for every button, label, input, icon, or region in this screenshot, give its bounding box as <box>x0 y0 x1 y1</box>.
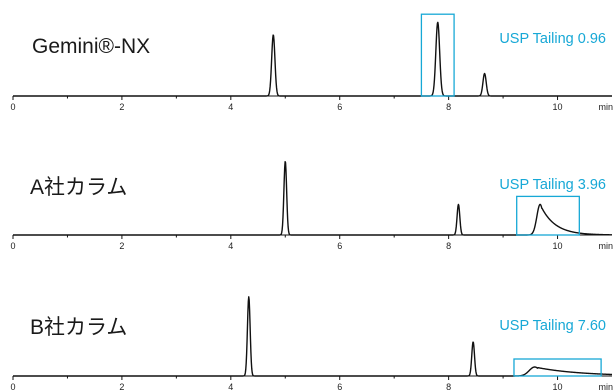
chromatogram-panel-2: A社カラム USP Tailing 3.96 0 2 4 6 8 10 min <box>10 160 613 251</box>
usp-tailing-label: USP Tailing 3.96 <box>499 177 606 193</box>
chromatogram-panel-1: Gemini®-NX USP Tailing 0.96 0 2 4 6 8 10 min <box>10 13 613 112</box>
axis-unit-label: min <box>598 102 613 112</box>
axis-tick-label: 4 <box>228 382 233 392</box>
axis-tick-label: 8 <box>446 382 451 392</box>
axis-tick-label: 2 <box>119 102 124 112</box>
axis-tick-label: 8 <box>446 241 451 251</box>
axis-tick-label: 10 <box>553 102 563 112</box>
usp-tailing-label: USP Tailing 7.60 <box>499 318 606 334</box>
axis-tick-label: 10 <box>553 382 563 392</box>
axis-tick-label: 2 <box>119 382 124 392</box>
axis-tick-label: 10 <box>553 241 563 251</box>
axis-tick-label: 0 <box>10 241 15 251</box>
usp-tailing-label: USP Tailing 0.96 <box>499 31 606 47</box>
chromatogram-trace <box>12 296 613 377</box>
chromatogram-trace <box>12 21 613 97</box>
axis-unit-label: min <box>598 382 613 392</box>
column-name-label: Gemini®-NX <box>32 35 150 58</box>
chromatogram-trace <box>12 160 613 236</box>
chromatogram-panel-3: B社カラム USP Tailing 7.60 0 2 4 6 8 10 min <box>10 296 613 392</box>
tailing-peak-highlight-box <box>516 195 580 236</box>
axis-tick-label: 8 <box>446 102 451 112</box>
axis-tick-label: 6 <box>337 241 342 251</box>
tailing-peak-highlight-box <box>420 13 455 97</box>
axis-tick-label: 4 <box>228 102 233 112</box>
axis-unit-label: min <box>598 241 613 251</box>
tailing-peak-highlight-box <box>513 358 602 377</box>
axis-tick-label: 0 <box>10 382 15 392</box>
axis-tick-label: 0 <box>10 102 15 112</box>
column-name-label: A社カラム <box>30 176 127 199</box>
axis-tick-label: 6 <box>337 102 342 112</box>
axis-tick-label: 4 <box>228 241 233 251</box>
column-name-label: B社カラム <box>30 316 127 339</box>
axis-tick-label: 2 <box>119 241 124 251</box>
axis-tick-label: 6 <box>337 382 342 392</box>
